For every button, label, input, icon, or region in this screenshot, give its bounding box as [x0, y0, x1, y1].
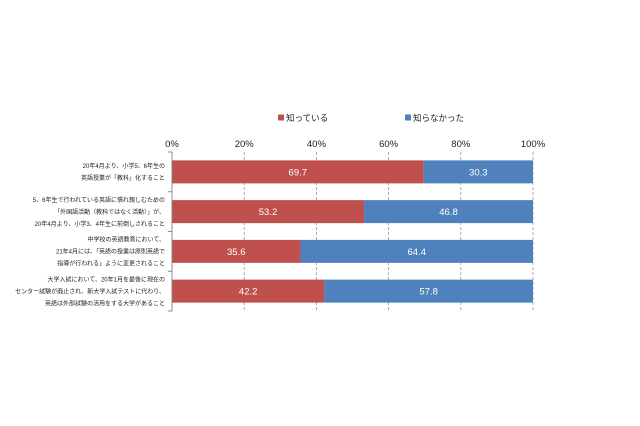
data-label: 42.2	[239, 287, 258, 298]
data-label: 35.6	[227, 247, 246, 258]
legend-label: 知らなかった	[413, 113, 464, 123]
bar-segment	[423, 160, 533, 184]
x-tick-label: 60%	[379, 139, 399, 150]
category-label: 大学入試において、20年1月を最後に現在の	[47, 275, 165, 283]
bar-segment	[324, 279, 533, 303]
x-tick-label: 100%	[521, 139, 546, 150]
bar-segment	[364, 200, 533, 224]
data-label: 30.3	[469, 167, 488, 178]
legend-swatch	[278, 114, 284, 121]
category-label: 指導が行われる」ように変更されること	[57, 260, 165, 268]
category-label: 「外国語活動（教科ではなく活動）」が、	[54, 208, 165, 216]
category-label: 20年4月より、小学5、6年生の	[83, 162, 165, 170]
bar-segment	[172, 200, 365, 224]
data-label: 64.4	[408, 247, 427, 258]
data-label: 57.8	[419, 287, 438, 298]
bar-segment	[300, 239, 533, 263]
data-label: 46.8	[439, 207, 458, 218]
category-label: 英語は外部試験の活用をする大学があること	[45, 299, 165, 307]
bar-segment	[172, 160, 424, 184]
data-label: 53.2	[259, 207, 278, 218]
bar-segment	[172, 279, 325, 303]
legend-label: 知っている	[286, 113, 328, 123]
legend-swatch	[405, 114, 411, 121]
category-label: 20年4月より、小学3、4年生に前倒しされること	[35, 220, 165, 228]
data-label: 69.7	[289, 167, 308, 178]
category-label: 5、6年生で行われている英語に慣れ親しむための	[33, 196, 165, 204]
category-label: センター試験が廃止され、新大学入試テストに代わり、	[15, 287, 165, 295]
x-tick-label: 40%	[307, 139, 327, 150]
x-tick-label: 80%	[451, 139, 471, 150]
category-label: 英語授業が「教科」化すること	[81, 174, 165, 182]
x-tick-label: 0%	[165, 139, 179, 150]
bar-segment	[172, 239, 301, 263]
category-label: 中学校の英語教育において、	[87, 236, 165, 244]
x-tick-label: 20%	[235, 139, 255, 150]
category-label: 21年4月には、「英語の授業は原則英語で	[56, 248, 165, 256]
